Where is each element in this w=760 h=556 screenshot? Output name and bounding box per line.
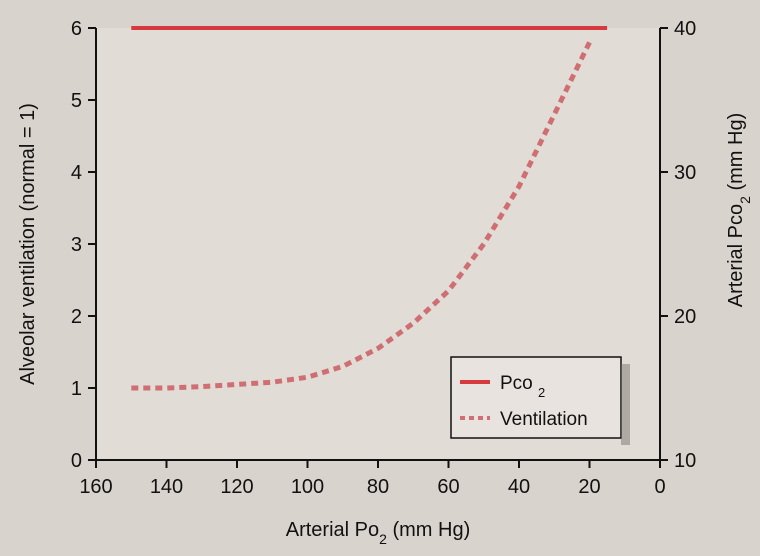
y-left-tick-label: 5 <box>71 90 82 112</box>
y-right-axis-title: Arterial Pco2 (mm Hg) <box>725 113 753 308</box>
axis-titles: Arterial Po2 (mm Hg) Alveolar ventilatio… <box>17 103 753 547</box>
legend-pco2-main: Pco <box>500 373 533 394</box>
y-left-tick-label: 2 <box>71 306 82 328</box>
x-tick-label: 120 <box>220 476 253 498</box>
legend-ventilation-label: Ventilation <box>500 409 588 430</box>
y-left-axis-title: Alveolar ventilation (normal = 1) <box>17 103 39 385</box>
legend-box <box>450 356 622 439</box>
x-tick-label: 40 <box>508 476 530 498</box>
y-right-ticks: 10 20 30 40 <box>660 18 696 472</box>
x-axis-title-main: Arterial Po <box>286 519 379 541</box>
x-tick-label: 80 <box>367 476 389 498</box>
y-left-tick-label: 6 <box>71 18 82 40</box>
x-tick-label: 140 <box>150 476 183 498</box>
legend-pco2-sub: 2 <box>538 385 545 400</box>
y-right-axis-title-suffix: (mm Hg) <box>725 113 747 196</box>
y-right-tick-label: 10 <box>674 450 696 472</box>
x-tick-label: 0 <box>654 476 665 498</box>
x-axis-title: Arterial Po2 (mm Hg) <box>286 519 471 547</box>
x-axis-title-suffix: (mm Hg) <box>387 519 470 541</box>
series-line-ventilation <box>131 41 592 391</box>
y-right-axis-title-main: Arterial Pco <box>725 204 747 307</box>
chart-legend: Pco 2 Ventilation <box>450 356 630 445</box>
y-left-tick-label: 4 <box>71 162 82 184</box>
y-left-tick-label: 3 <box>71 234 82 256</box>
y-right-tick-label: 20 <box>674 306 696 328</box>
x-tick-label: 100 <box>291 476 324 498</box>
series-layer <box>131 26 608 391</box>
x-axis-title-sub: 2 <box>379 531 387 547</box>
y-left-tick-label: 0 <box>71 450 82 472</box>
x-tick-label: 20 <box>578 476 600 498</box>
x-tick-label: 60 <box>437 476 459 498</box>
plot-area <box>95 28 661 461</box>
legend-shadow <box>621 364 630 445</box>
y-right-axis-title-sub: 2 <box>737 196 753 204</box>
y-left-tick-label: 1 <box>71 378 82 400</box>
x-ticks: 160 140 120 100 80 60 40 20 0 <box>79 460 666 498</box>
y-right-tick-label: 30 <box>674 162 696 184</box>
x-tick-label: 160 <box>79 476 112 498</box>
legend-pco2-label: Pco 2 <box>500 373 545 400</box>
y-left-ticks: 0 1 2 3 4 5 6 <box>71 18 96 472</box>
y-right-tick-label: 40 <box>674 18 696 40</box>
